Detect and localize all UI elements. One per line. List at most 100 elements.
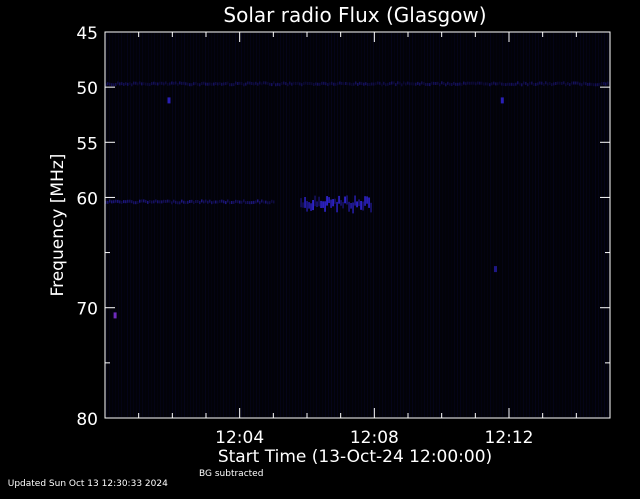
band-mark xyxy=(393,81,395,85)
band-mark xyxy=(543,83,545,86)
burst-mark xyxy=(328,197,330,203)
noise-streak xyxy=(211,33,212,417)
band-mark xyxy=(343,82,345,86)
noise-streak xyxy=(199,33,200,417)
noise-streak xyxy=(430,33,431,417)
burst-mark xyxy=(364,196,366,206)
band-mark xyxy=(501,82,503,86)
noise-streak xyxy=(187,33,188,417)
band-mark xyxy=(269,82,271,86)
band-mark xyxy=(241,82,243,85)
y-tick-label: 50 xyxy=(76,79,98,99)
noise-streak xyxy=(469,33,470,417)
burst-mark xyxy=(350,203,352,209)
band-mark xyxy=(601,82,603,85)
band-mark xyxy=(147,82,149,86)
noise-streak xyxy=(553,33,554,417)
band-mark xyxy=(523,81,525,85)
band-mark xyxy=(199,201,201,205)
noise-streak xyxy=(274,33,275,417)
band-mark xyxy=(537,82,539,86)
footer: Updated Sun Oct 13 12:30:33 2024 BG subt… xyxy=(2,469,264,499)
y-tick-label: 45 xyxy=(76,24,98,44)
noise-streak xyxy=(439,33,440,417)
band-mark xyxy=(577,81,579,85)
band-mark xyxy=(293,81,295,85)
noise-streak xyxy=(424,33,425,417)
band-mark xyxy=(209,199,211,203)
noise-streak xyxy=(400,33,401,417)
band-mark xyxy=(297,81,299,85)
noise-streak xyxy=(556,33,557,417)
band-mark xyxy=(527,83,529,87)
band-mark xyxy=(123,200,125,204)
noise-streak xyxy=(379,33,380,417)
noise-streak xyxy=(313,33,314,417)
noise-streak xyxy=(592,33,593,417)
burst-mark xyxy=(340,200,342,206)
band-mark xyxy=(141,82,143,86)
band-mark xyxy=(453,81,455,85)
band-mark xyxy=(187,82,189,86)
band-mark xyxy=(505,83,507,87)
x-tick-label: 12:08 xyxy=(350,428,399,448)
band-mark xyxy=(239,81,241,85)
band-mark xyxy=(165,81,167,85)
band-mark xyxy=(355,81,357,85)
band-mark xyxy=(265,81,267,85)
band-mark xyxy=(185,201,187,205)
burst-mark xyxy=(310,203,312,211)
band-mark xyxy=(191,199,193,203)
band-mark xyxy=(599,82,601,86)
burst-mark xyxy=(322,201,324,208)
noise-streak xyxy=(292,33,293,417)
y-tick-label: 60 xyxy=(76,189,98,209)
band-mark xyxy=(575,81,577,85)
noise-streak xyxy=(106,33,107,417)
noise-streak xyxy=(205,33,206,417)
noise-streak xyxy=(346,33,347,417)
band-mark xyxy=(239,200,241,204)
band-mark xyxy=(467,81,469,85)
band-mark xyxy=(215,200,217,204)
noise-streak xyxy=(514,33,515,417)
band-mark xyxy=(175,81,177,85)
noise-streak xyxy=(463,33,464,417)
band-mark xyxy=(223,82,225,86)
band-mark xyxy=(147,200,149,204)
noise-streak xyxy=(349,33,350,417)
noise-streak xyxy=(385,33,386,417)
band-mark xyxy=(177,201,179,205)
band-mark xyxy=(469,81,471,85)
band-mark xyxy=(209,82,211,86)
band-mark xyxy=(165,199,167,203)
band-mark xyxy=(135,201,137,205)
band-mark xyxy=(125,82,127,86)
band-mark xyxy=(415,82,417,86)
noise-streak xyxy=(397,33,398,417)
noise-streak xyxy=(121,33,122,417)
spectrogram-chart: Solar radio Flux (Glasgow) 455055607080 … xyxy=(48,3,611,467)
noise-streak xyxy=(286,33,287,417)
noise-streak xyxy=(391,33,392,417)
noise-streak xyxy=(451,33,452,417)
band-mark xyxy=(341,81,343,85)
band-mark xyxy=(207,200,209,204)
band-mark xyxy=(281,82,283,85)
band-mark xyxy=(259,201,261,205)
noise-streak xyxy=(262,33,263,417)
band-mark xyxy=(353,82,355,86)
burst-mark xyxy=(320,200,322,208)
noise-streak xyxy=(568,33,569,417)
band-mark xyxy=(405,82,407,86)
band-mark xyxy=(289,81,291,85)
noise-streak xyxy=(268,33,269,417)
band-mark xyxy=(229,201,231,205)
band-mark xyxy=(207,82,209,86)
band-mark xyxy=(397,81,399,85)
burst-mark xyxy=(312,200,314,211)
spot-mark xyxy=(167,97,171,104)
band-mark xyxy=(455,82,457,86)
band-mark xyxy=(383,81,385,85)
band-mark xyxy=(117,199,119,203)
